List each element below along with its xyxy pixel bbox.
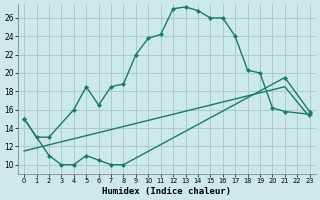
X-axis label: Humidex (Indice chaleur): Humidex (Indice chaleur)	[102, 187, 231, 196]
